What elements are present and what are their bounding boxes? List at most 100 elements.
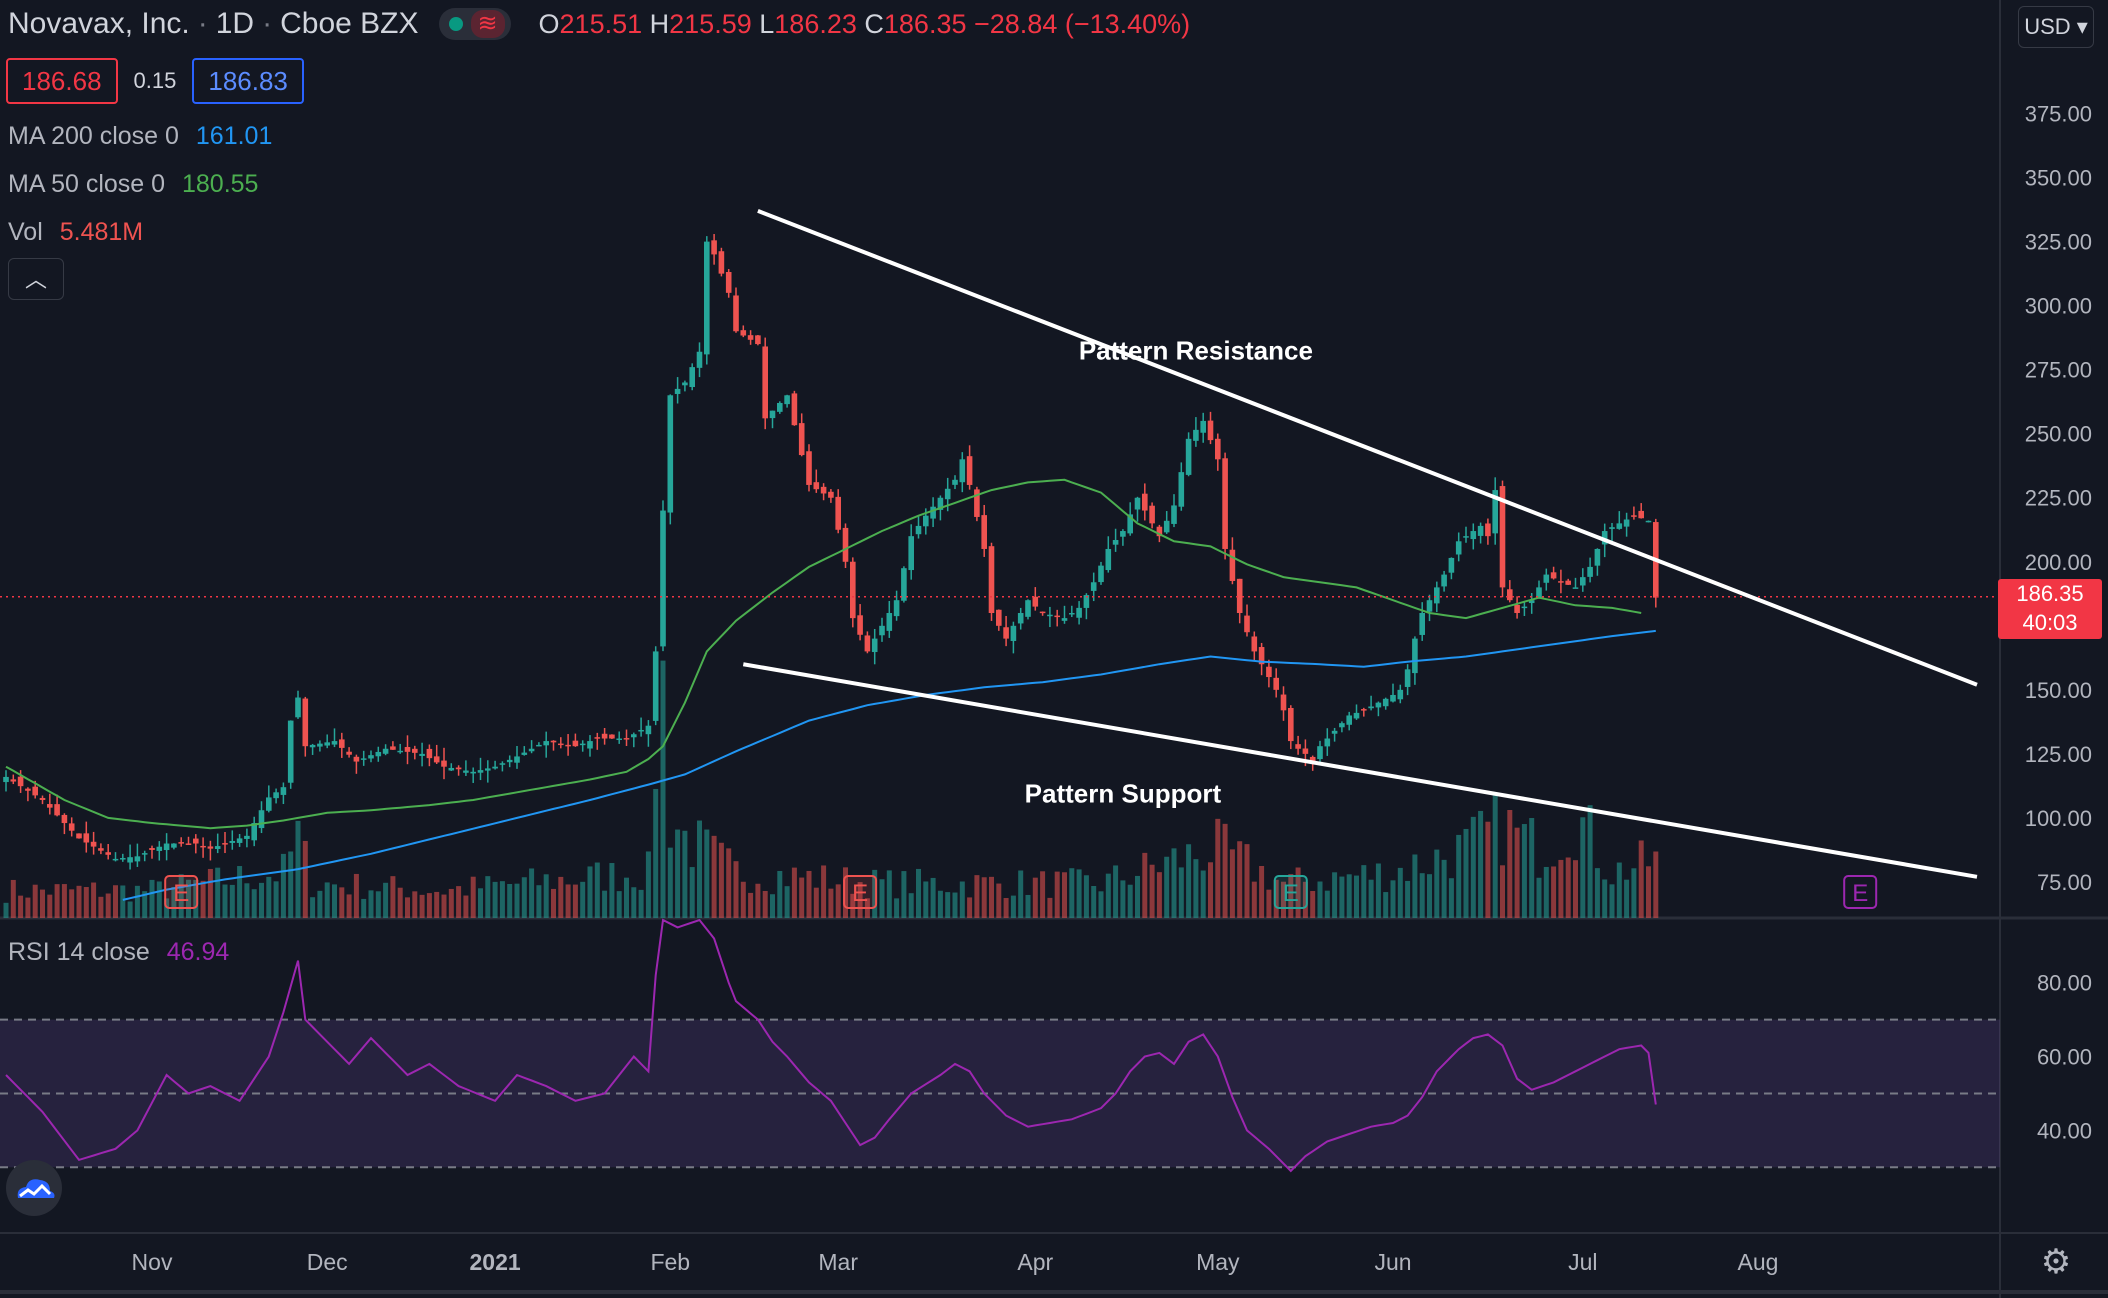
candle-body (1324, 738, 1331, 747)
price-tick-label: 125.00 (2025, 742, 2092, 767)
currency-dropdown[interactable]: USD ▾ (2018, 6, 2094, 48)
ma50-legend[interactable]: MA 50 close 0 180.55 (8, 170, 258, 199)
close-value: 186.35 (883, 8, 967, 39)
tradingview-logo[interactable] (6, 1160, 62, 1216)
collapse-legend-button[interactable]: ︿ (8, 258, 64, 300)
low-value: 186.23 (774, 8, 857, 39)
volume-bar (733, 861, 739, 918)
volume-bar (726, 848, 732, 918)
candle-body (193, 838, 199, 844)
volume-bar (280, 853, 286, 918)
candle-body (1156, 526, 1163, 537)
candle-body (1120, 531, 1126, 537)
volume-label: Vol (8, 218, 43, 246)
volume-bar (1032, 877, 1038, 918)
volume-bar (1609, 884, 1615, 918)
candle-body (382, 748, 389, 754)
time-tick-label: Nov (132, 1249, 173, 1275)
volume-bar (317, 890, 323, 918)
candle-body (47, 804, 53, 808)
candle-body (879, 625, 885, 636)
volume-bar (1222, 823, 1228, 918)
candle-body (1229, 549, 1236, 581)
symbol-name[interactable]: Novavax, Inc. (8, 7, 190, 40)
earnings-marker (1843, 875, 1878, 909)
sell-button[interactable]: 186.68 (6, 58, 118, 104)
volume-bar (91, 882, 97, 918)
volume-bar (1573, 860, 1578, 918)
volume-bar (1164, 856, 1170, 918)
candle-body (68, 823, 75, 831)
candle-body (901, 568, 907, 601)
candle-body (835, 496, 841, 530)
volume-bar (770, 894, 775, 918)
volume-bar (105, 893, 111, 918)
volume-bar (1098, 891, 1104, 918)
volume-bar (894, 898, 900, 918)
candle-body (1361, 709, 1367, 711)
volume-bar (3, 902, 9, 918)
candle-body (317, 743, 323, 747)
volume-bar (1375, 863, 1381, 918)
volume-bar (1441, 859, 1447, 918)
rsi-legend[interactable]: RSI 14 close 46.94 (8, 938, 229, 967)
candle-body (251, 823, 257, 841)
time-tick-label: Jun (1374, 1249, 1411, 1275)
volume-bar (784, 886, 790, 918)
volume-bar (273, 881, 279, 918)
close-label: C (864, 8, 884, 39)
buy-button[interactable]: 186.83 (192, 58, 304, 104)
volume-bar (441, 894, 447, 918)
volume-bar (390, 876, 396, 918)
candle-body (222, 843, 228, 845)
volume-bar (959, 881, 965, 918)
gear-icon[interactable]: ⚙ (2040, 1243, 2072, 1281)
volume-bar (609, 863, 615, 918)
candle-body (25, 788, 31, 791)
volume-legend[interactable]: Vol 5.481M (8, 218, 143, 247)
volume-bar (1069, 868, 1075, 918)
candle-body (331, 741, 338, 745)
candle-body (1397, 689, 1404, 700)
market-status[interactable]: ≋ (438, 8, 511, 40)
candle-body (1580, 577, 1586, 586)
price-tick-label: 150.00 (2025, 678, 2092, 703)
volume-bar (69, 889, 75, 918)
volume-bar (193, 879, 199, 918)
volume-bar (142, 891, 148, 918)
volume-bar (667, 847, 673, 918)
volume-bar (1551, 866, 1557, 918)
time-tick-label: Mar (818, 1249, 858, 1275)
candle-body (769, 410, 776, 419)
candle-body (558, 743, 564, 746)
candle-body (287, 720, 294, 783)
volume-bar (478, 888, 483, 918)
candle-body (543, 741, 549, 746)
candle-body (3, 776, 9, 783)
volume-bar (324, 882, 330, 918)
volume-bar (1259, 865, 1265, 918)
candle-body (302, 698, 309, 747)
candle-body (375, 751, 382, 757)
volume-bar (1113, 865, 1119, 918)
ma200-legend[interactable]: MA 200 close 0 161.01 (8, 122, 272, 151)
interval-label[interactable]: 1D (215, 7, 255, 40)
volume-bar (215, 867, 221, 918)
bar-countdown: 40:03 (2022, 610, 2078, 635)
candle-body (1353, 712, 1360, 719)
volume-bar (456, 886, 462, 918)
candle-body (1193, 429, 1199, 441)
candle-body (455, 767, 462, 770)
volume-bar (748, 892, 754, 918)
candle-body (1346, 715, 1352, 725)
candle-body (163, 843, 170, 851)
candle-body (98, 848, 104, 851)
volume-bar (499, 881, 505, 918)
candle-body (923, 515, 929, 527)
volume-bar (397, 887, 403, 918)
candle-body (105, 852, 111, 855)
ma50-line (5, 478, 1642, 830)
candle-body (1339, 723, 1345, 728)
volume-bar (237, 866, 243, 918)
